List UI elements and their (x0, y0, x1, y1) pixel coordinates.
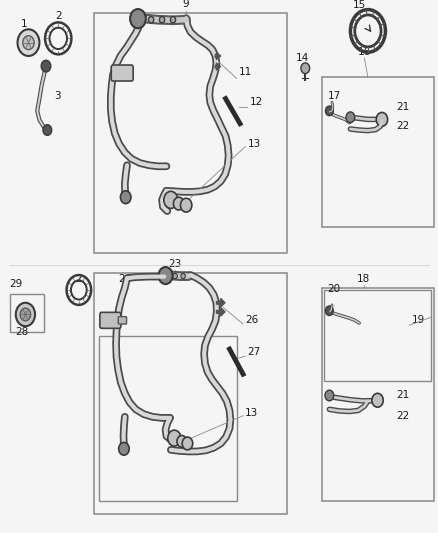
Circle shape (170, 17, 176, 23)
Circle shape (177, 435, 187, 447)
Text: 9: 9 (183, 0, 190, 9)
Circle shape (325, 306, 333, 316)
Circle shape (41, 60, 51, 72)
Circle shape (346, 112, 355, 123)
Bar (10, 294, 44, 332)
Circle shape (130, 9, 146, 28)
Text: 22: 22 (396, 411, 410, 421)
Text: 13: 13 (245, 408, 258, 418)
FancyBboxPatch shape (111, 65, 133, 81)
Text: 16: 16 (358, 47, 371, 57)
FancyBboxPatch shape (118, 317, 127, 324)
Circle shape (182, 437, 193, 450)
Circle shape (159, 17, 165, 23)
FancyBboxPatch shape (100, 312, 121, 328)
Text: 29: 29 (10, 279, 23, 289)
Text: 10: 10 (118, 67, 131, 77)
Text: 2: 2 (55, 11, 62, 21)
Bar (322, 288, 434, 501)
Circle shape (159, 267, 173, 284)
Bar (99, 336, 237, 501)
Circle shape (376, 112, 388, 126)
Text: 14: 14 (296, 53, 309, 63)
Text: 21: 21 (396, 102, 410, 112)
FancyArrowPatch shape (215, 52, 221, 60)
Circle shape (23, 36, 34, 50)
Text: 2: 2 (75, 273, 82, 284)
Circle shape (43, 125, 52, 135)
Circle shape (181, 273, 185, 279)
Text: 15: 15 (353, 0, 366, 10)
Circle shape (119, 442, 129, 455)
Text: 11: 11 (239, 67, 252, 77)
Text: 25: 25 (105, 318, 118, 328)
Circle shape (301, 63, 310, 74)
Text: 18: 18 (357, 273, 370, 284)
FancyArrowPatch shape (216, 308, 225, 316)
Circle shape (18, 29, 39, 56)
Circle shape (16, 303, 35, 326)
FancyArrowPatch shape (215, 63, 221, 70)
Bar (94, 273, 287, 514)
Text: 19: 19 (412, 315, 425, 325)
Text: 26: 26 (245, 315, 258, 325)
Circle shape (325, 106, 333, 116)
Bar (324, 290, 431, 381)
Circle shape (168, 430, 181, 446)
Text: 27: 27 (247, 347, 261, 357)
Circle shape (164, 191, 178, 208)
Text: 24: 24 (118, 273, 131, 284)
Text: 28: 28 (15, 327, 28, 337)
Circle shape (325, 390, 334, 401)
Text: 13: 13 (247, 139, 261, 149)
Text: 12: 12 (250, 96, 263, 107)
Circle shape (120, 191, 131, 204)
Text: 3: 3 (54, 91, 60, 101)
Text: 17: 17 (328, 91, 341, 101)
Text: 21: 21 (396, 390, 410, 400)
Bar (94, 13, 287, 253)
Circle shape (173, 197, 184, 210)
Circle shape (173, 273, 177, 279)
Circle shape (372, 393, 383, 407)
Circle shape (180, 198, 192, 212)
Bar (322, 77, 434, 227)
Text: 23: 23 (169, 259, 182, 269)
Text: 22: 22 (396, 120, 410, 131)
FancyArrowPatch shape (216, 298, 225, 307)
Circle shape (20, 308, 31, 321)
Text: 20: 20 (328, 284, 341, 294)
Text: 1: 1 (21, 19, 28, 29)
Circle shape (148, 17, 154, 23)
